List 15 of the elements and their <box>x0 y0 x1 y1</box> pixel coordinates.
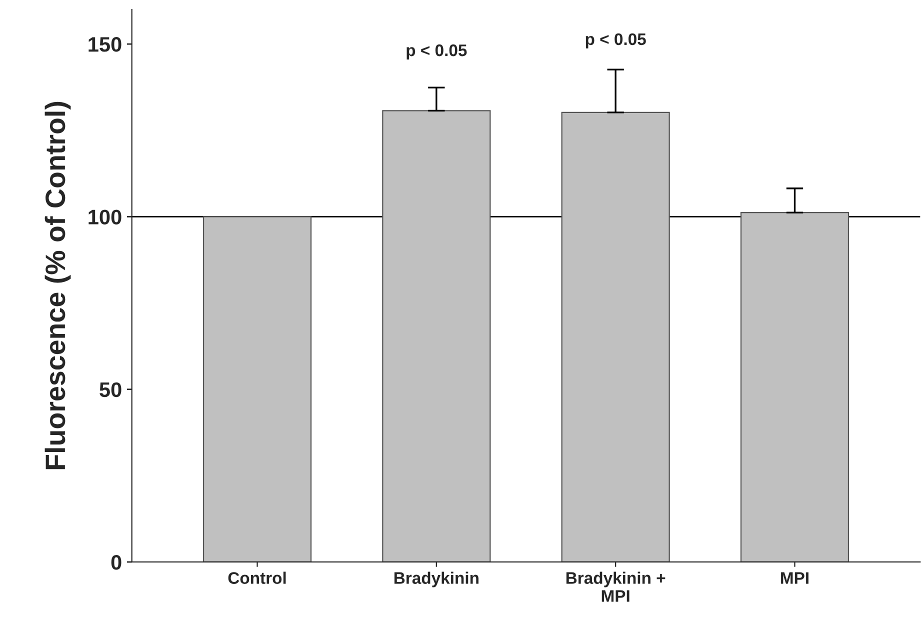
x-tick-label: Control <box>228 572 286 584</box>
y-axis-title: Fluorescence (% of Control) <box>44 102 71 470</box>
x-tick-label: MPI <box>781 572 808 584</box>
annotation: p < 0.05 <box>406 44 467 60</box>
annotation: p < 0.05 <box>586 33 646 48</box>
y-tick-label: 100 <box>88 210 122 224</box>
bar <box>740 212 850 562</box>
bar <box>382 110 491 562</box>
bar <box>561 112 670 562</box>
x-tick-label: Bradykinin + MPI <box>566 572 666 602</box>
y-tick-label: 150 <box>88 37 122 52</box>
bar <box>202 216 312 562</box>
y-tick-label: 50 <box>100 382 122 398</box>
y-tick-label: 0 <box>111 554 122 570</box>
x-tick-label: Bradykinin <box>394 572 478 588</box>
